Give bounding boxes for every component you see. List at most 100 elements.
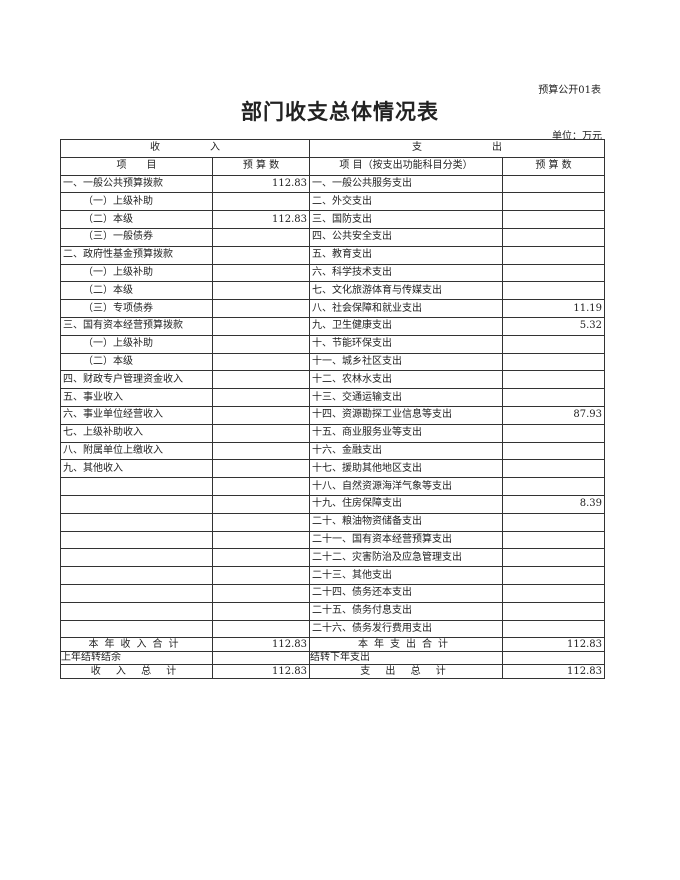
table-row: 二十六、债务发行费用支出 [60, 619, 605, 639]
expense-item: 二、外交支出 [309, 192, 503, 212]
income-item: （二）本级 [60, 210, 213, 229]
carry-out-value [502, 650, 605, 666]
expense-value [502, 441, 605, 461]
table-row: 二十、粮油物资储备支出 [60, 512, 605, 532]
carry-in-value [212, 650, 310, 666]
expense-value: 87.93 [502, 405, 605, 425]
expense-item: 一、一般公共服务支出 [309, 174, 503, 194]
page-title: 部门收支总体情况表 [241, 99, 439, 124]
expense-value [502, 263, 605, 283]
expense-value: 8.39 [502, 494, 605, 514]
year-income-value: 112.83 [212, 637, 310, 652]
expense-header: 支 出 [309, 139, 605, 158]
income-value [212, 388, 310, 407]
table-row: （一）上级补助 十、节能环保支出 [60, 334, 605, 354]
income-value [212, 299, 310, 318]
expense-item-header: 项 目（按支出功能科目分类） [309, 156, 503, 176]
table-row: 二十二、灾害防治及应急管理支出 [60, 548, 605, 568]
income-value [212, 316, 310, 336]
income-value [212, 352, 310, 372]
income-value: 112.83 [212, 174, 310, 194]
expense-item: 二十六、债务发行费用支出 [309, 619, 503, 639]
table-row: 二、政府性基金预算拨款 五、教育支出 [60, 245, 605, 265]
income-value [212, 477, 310, 496]
year-total-row: 本年收入合计 112.83 本年支出合计 112.83 [60, 637, 605, 652]
expense-value [502, 566, 605, 585]
expense-item: 二十四、债务还本支出 [309, 583, 503, 603]
income-value [212, 512, 310, 532]
carry-out-label: 结转下年支出 [309, 650, 503, 666]
table-row: 三、国有资本经营预算拨款 九、卫生健康支出 5.32 [60, 316, 605, 336]
income-item: 七、上级补助收入 [60, 423, 213, 443]
expense-item: 十五、商业服务业等支出 [309, 423, 503, 443]
table-row: （一）上级补助 六、科学技术支出 [60, 263, 605, 283]
item-header: 项 目 [60, 156, 213, 176]
income-value [212, 281, 310, 301]
expense-item: 二十、粮油物资储备支出 [309, 512, 503, 532]
income-item: 六、事业单位经营收入 [60, 405, 213, 425]
expense-item: 二十五、债务付息支出 [309, 601, 503, 621]
expense-value [502, 601, 605, 621]
income-value [212, 459, 310, 479]
table-row: 九、其他收入 十七、援助其他地区支出 [60, 459, 605, 479]
income-item: 四、财政专户管理资金收入 [60, 370, 213, 390]
expense-total-label: 支 出 总 计 [309, 664, 503, 679]
table-row: 一、一般公共预算拨款 112.83 一、一般公共服务支出 [60, 174, 605, 194]
income-value [212, 405, 310, 425]
expense-total-value: 112.83 [502, 664, 605, 679]
expense-value [502, 227, 605, 247]
income-item: 一、一般公共预算拨款 [60, 174, 213, 194]
expense-value [502, 210, 605, 229]
income-item [60, 619, 213, 639]
income-item [60, 548, 213, 568]
income-item: （二）本级 [60, 352, 213, 372]
expense-item: 十、节能环保支出 [309, 334, 503, 354]
expense-item: 二十一、国有资本经营预算支出 [309, 530, 503, 550]
expense-value [502, 512, 605, 532]
table-row: 二十五、债务付息支出 [60, 601, 605, 621]
grand-total-row: 收 入 总 计 112.83 支 出 总 计 112.83 [60, 664, 605, 679]
income-item [60, 494, 213, 514]
income-item: （二）本级 [60, 281, 213, 301]
expense-value [502, 530, 605, 550]
expense-value [502, 583, 605, 603]
income-item: 二、政府性基金预算拨款 [60, 245, 213, 265]
income-item: 九、其他收入 [60, 459, 213, 479]
income-value [212, 494, 310, 514]
table-row: 二十三、其他支出 [60, 566, 605, 585]
expense-value [502, 192, 605, 212]
expense-item: 十六、金融支出 [309, 441, 503, 461]
income-item: 三、国有资本经营预算拨款 [60, 316, 213, 336]
table-row: （三）专项债券 八、社会保障和就业支出 11.19 [60, 299, 605, 318]
expense-item: 十七、援助其他地区支出 [309, 459, 503, 479]
income-value [212, 192, 310, 212]
income-total-label: 收 入 总 计 [60, 664, 213, 679]
income-item [60, 530, 213, 550]
expense-value [502, 477, 605, 496]
income-item: （一）上级补助 [60, 192, 213, 212]
table-row: （二）本级 十一、城乡社区支出 [60, 352, 605, 372]
table-row: （三）一般债券 四、公共安全支出 [60, 227, 605, 247]
income-value [212, 530, 310, 550]
expense-value [502, 423, 605, 443]
table-row: 四、财政专户管理资金收入 十二、农林水支出 [60, 370, 605, 390]
income-item [60, 512, 213, 532]
income-item [60, 583, 213, 603]
expense-item: 八、社会保障和就业支出 [309, 299, 503, 318]
table-row: （一）上级补助 二、外交支出 [60, 192, 605, 212]
income-value [212, 334, 310, 354]
expense-item: 二十三、其他支出 [309, 566, 503, 585]
income-value [212, 227, 310, 247]
expense-item: 十一、城乡社区支出 [309, 352, 503, 372]
table-row: 二十一、国有资本经营预算支出 [60, 530, 605, 550]
expense-item: 九、卫生健康支出 [309, 316, 503, 336]
form-code: 预算公开01表 [538, 85, 601, 96]
income-total-value: 112.83 [212, 664, 310, 679]
expense-value: 11.19 [502, 299, 605, 318]
expense-value [502, 334, 605, 354]
budget-table: 收 入 支 出 项 目 预 算 数 项 目（按支出功能科目分类） 预 算 数 一… [60, 139, 605, 679]
expense-value [502, 388, 605, 407]
expense-value [502, 370, 605, 390]
income-value [212, 423, 310, 443]
income-value [212, 548, 310, 568]
